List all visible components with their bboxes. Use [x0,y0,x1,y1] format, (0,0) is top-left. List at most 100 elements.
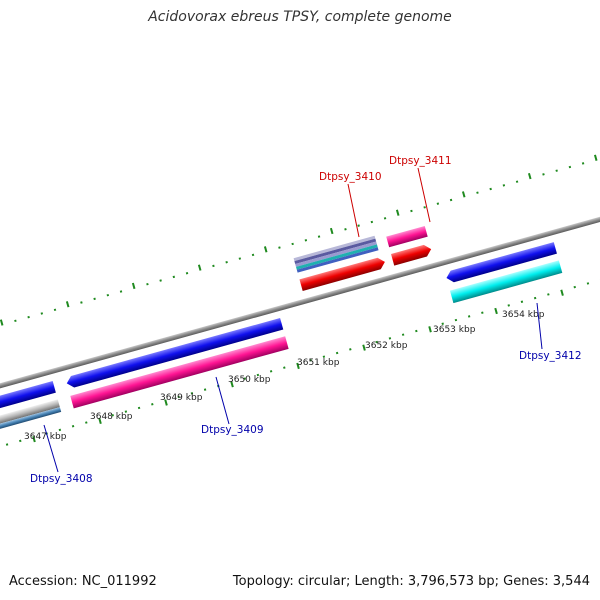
ruler-label-3654: 3654 kbp [502,310,545,320]
outer-major-tick [65,301,70,308]
gene-3410-feature-slate [294,238,377,264]
outer-minor-tick [119,290,123,293]
gene-3411-feature-pink [386,225,428,248]
outer-major-tick [527,172,532,180]
inner-minor-tick [586,282,590,285]
outer-minor-tick [568,165,572,169]
gene-dtpsy-3410[interactable] [293,235,387,291]
gene-label-dtpsy-3411[interactable]: Dtpsy_3411 [389,155,452,167]
inner-minor-tick [481,311,484,314]
outer-minor-tick [542,173,545,176]
outer-minor-tick [304,239,308,242]
inner-minor-tick [388,337,392,340]
inner-minor-tick [533,296,537,300]
outer-major-tick [593,154,598,161]
gene-3410-feature-blue [296,247,379,273]
inner-minor-tick [520,300,524,303]
inner-minor-tick [467,315,471,318]
inner-tick-row [5,278,600,446]
inner-minor-tick [256,373,260,377]
outer-minor-tick [489,187,492,191]
inner-minor-tick [375,340,378,344]
ruler-label-3653: 3653 kbp [433,325,476,335]
gene-3408-feature-steel [0,407,62,439]
accession-text: Accession: NC_011992 [9,574,157,589]
outer-minor-tick [317,235,321,238]
outer-minor-tick [555,169,558,172]
gene-label-dtpsy-3409[interactable]: Dtpsy_3409 [201,424,264,436]
leader-line-dtpsy-3410 [347,183,360,238]
inner-major-tick [494,307,498,315]
leader-line-dtpsy-3411 [417,167,431,223]
genome-summary-text: Topology: circular; Length: 3,796,573 bp… [232,574,590,589]
outer-minor-tick [515,180,519,183]
outer-minor-tick [14,319,17,323]
inner-minor-tick [322,355,326,358]
inner-minor-tick [177,395,180,399]
genome-backbone [0,139,600,466]
map-title: Acidovorax ebreus TPSY, complete genome [148,9,452,25]
inner-major-tick [362,344,366,351]
inner-minor-tick [19,439,22,443]
leader-line-dtpsy-3408 [43,424,59,473]
outer-major-tick [131,282,136,290]
inner-major-tick [32,435,36,443]
inner-minor-tick [58,428,62,432]
gene-dtpsy-3411[interactable] [386,225,433,266]
outer-minor-tick [370,220,374,224]
gene-dtpsy-3409[interactable] [65,317,289,409]
ruler-label-3647: 3647 kbp [24,432,67,442]
inner-major-tick [428,326,432,333]
inner-minor-tick [71,425,75,428]
gene-3409-feature-pink [70,336,289,409]
inner-minor-tick [309,359,312,362]
inner-minor-tick [190,392,194,395]
outer-minor-tick [27,315,30,319]
inner-minor-tick [547,293,550,296]
outer-minor-tick [423,206,426,209]
gene-label-dtpsy-3412[interactable]: Dtpsy_3412 [519,350,582,362]
gene-3410-feature-teal [295,244,378,270]
outer-major-tick [461,191,466,198]
inner-minor-tick [243,377,246,380]
inner-minor-tick [203,388,207,391]
inner-minor-tick [349,348,352,351]
gene-dtpsy-3412[interactable] [445,242,563,304]
gene-3412-feature-cyan [449,260,563,304]
outer-minor-tick [383,217,387,220]
gene-label-dtpsy-3408[interactable]: Dtpsy_3408 [30,473,93,485]
outer-minor-tick [238,257,242,260]
inner-minor-tick [5,443,9,446]
outer-minor-tick [291,242,294,246]
inner-minor-tick [507,304,510,307]
outer-minor-tick [502,184,506,187]
outer-tick-row [0,154,598,326]
gene-3409-arrow [66,317,284,388]
gene-3410-feature-grey [293,235,376,262]
gene-3408-feature-grey [0,399,60,434]
inner-major-tick [296,362,300,370]
outer-minor-tick [344,228,347,231]
inner-minor-tick [415,329,418,333]
outer-minor-tick [225,261,228,264]
outer-major-tick [263,246,268,253]
outer-minor-tick [106,293,110,297]
inner-minor-tick [111,414,114,417]
leader-line-dtpsy-3412 [536,302,543,350]
outer-minor-tick [357,224,360,227]
outer-major-tick [0,319,4,326]
inner-minor-tick [454,318,458,322]
gene-3412-arrow [446,242,557,283]
inner-minor-tick [85,421,88,424]
gene-dtpsy-3408[interactable] [0,381,62,439]
inner-major-tick [164,399,168,406]
inner-minor-tick [441,322,444,325]
outer-minor-tick [185,271,189,275]
outer-minor-tick [476,191,479,194]
outer-major-tick [197,264,202,271]
gene-label-dtpsy-3410[interactable]: Dtpsy_3410 [319,171,382,183]
rotated-track-group [0,139,600,466]
gene-3410-arrow [299,257,385,291]
inner-minor-tick [124,410,128,413]
